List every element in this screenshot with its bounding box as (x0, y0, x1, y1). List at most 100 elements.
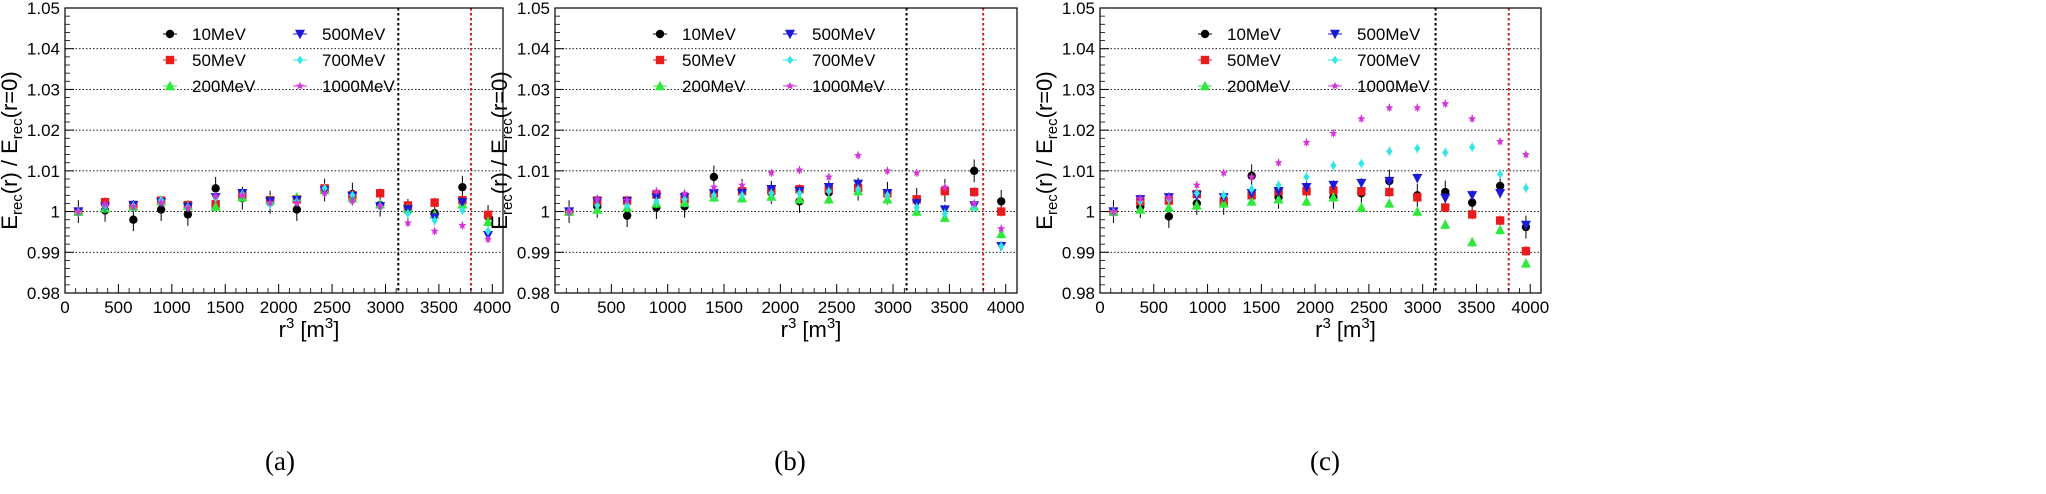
legend-marker-50MeV (165, 55, 175, 65)
legend-label-10MeV: 10MeV (192, 25, 247, 44)
data-point (738, 191, 746, 200)
data-point (183, 210, 193, 219)
legend-label-700MeV: 700MeV (322, 51, 386, 70)
data-point (404, 209, 412, 218)
data-point (1328, 180, 1339, 191)
data-point (796, 189, 803, 198)
data-point (211, 184, 220, 193)
data-point (376, 202, 385, 210)
y-axis-label: Erec(r) / Erec(r=0) (0, 71, 26, 229)
data-point (1442, 148, 1449, 157)
data-point (1385, 103, 1394, 112)
y-tick-label: 1 (1086, 203, 1095, 222)
legend-label-700MeV: 700MeV (1357, 51, 1421, 70)
data-point (431, 216, 438, 225)
legend-marker-700MeV (1331, 55, 1339, 65)
chart-panel-3: 0.98 0.99 1 1.01 1.02 1.03 1.04 1.05 0 500 1000 150… (1032, 0, 1549, 476)
data-point (1441, 203, 1450, 212)
x-tick-label: 0 (550, 298, 559, 317)
legend-marker-700MeV (296, 55, 304, 65)
data-point (1467, 210, 1477, 219)
y-axis-label-subscript: rec (9, 118, 26, 139)
panel-caption: (b) (774, 446, 805, 476)
data-point (795, 165, 804, 174)
x-tick-label: 500 (1140, 298, 1168, 317)
data-point (1413, 193, 1422, 202)
legend-marker-500MeV (785, 29, 795, 40)
data-point (1495, 189, 1506, 199)
x-axis-label-part: ] (1370, 317, 1376, 342)
x-tick-label: 3500 (1458, 298, 1496, 317)
data-point (1468, 114, 1477, 123)
series-500MeV (73, 185, 494, 241)
data-point (348, 196, 357, 205)
data-point (430, 198, 439, 207)
data-point (458, 221, 467, 229)
data-point (238, 191, 247, 199)
legend-label-50MeV: 50MeV (192, 51, 247, 70)
data-point (883, 166, 892, 175)
data-point (1356, 178, 1367, 189)
data-point (1522, 183, 1530, 193)
data-point (1135, 204, 1146, 214)
x-tick-label: 1500 (705, 298, 743, 317)
data-point (709, 182, 718, 191)
data-point (794, 194, 805, 204)
legend-label-500MeV: 500MeV (1357, 25, 1421, 44)
data-point (1467, 236, 1478, 247)
legend-label-700MeV: 700MeV (812, 51, 876, 70)
data-point (1440, 193, 1451, 204)
data-point (321, 184, 328, 193)
data-point (738, 180, 747, 189)
data-point (1109, 207, 1118, 215)
legend-marker-700MeV (786, 55, 794, 65)
plot-frame (64, 7, 504, 294)
data-point (653, 197, 660, 206)
legend-marker-200MeV (165, 80, 175, 91)
x-axis-label-superscript: 3 (788, 315, 796, 332)
y-tick-label: 0.99 (1062, 243, 1095, 262)
data-point (1412, 173, 1423, 184)
data-point (457, 198, 468, 208)
plot-frame (554, 7, 1018, 294)
panel-caption: (c) (1310, 446, 1340, 476)
data-point (1384, 176, 1395, 187)
data-point (1274, 158, 1283, 167)
data-point (1218, 198, 1229, 208)
data-point (680, 189, 689, 197)
data-point (484, 226, 492, 236)
data-point (1384, 198, 1395, 208)
y-axis-label-part: (r) / E (487, 139, 512, 194)
data-point (292, 205, 302, 214)
y-tick-label: 1.02 (1062, 121, 1095, 140)
legend: 10MeV 50MeV 200MeV 500MeV 700MeV 1000MeV (163, 25, 395, 96)
y-tick-label: 0.98 (27, 284, 60, 303)
data-point (1246, 196, 1257, 206)
legend-marker-10MeV (165, 29, 175, 39)
data-point (483, 216, 494, 226)
legend-label-200MeV: 200MeV (682, 77, 746, 96)
x-tick-label: 1500 (206, 298, 244, 317)
y-tick-label: 0.99 (517, 243, 550, 262)
legend-marker-10MeV (655, 29, 665, 39)
data-point (129, 215, 138, 224)
legend: 10MeV 50MeV 200MeV 500MeV 700MeV 1000MeV (1198, 25, 1430, 96)
x-tick-label: 3500 (930, 298, 968, 317)
data-point (1521, 150, 1530, 158)
y-axis-label-subscript: rec (1044, 194, 1061, 215)
legend-label-50MeV: 50MeV (682, 51, 737, 70)
y-tick-label: 1.02 (27, 121, 60, 140)
legend-label-200MeV: 200MeV (192, 77, 256, 96)
y-tick-label: 1.05 (517, 0, 550, 18)
y-tick-label: 1.01 (517, 162, 550, 181)
y-tick-label: 1 (541, 203, 550, 222)
data-point (156, 205, 166, 214)
y-tick-label: 1.05 (27, 0, 60, 18)
y-tick-label: 1.02 (517, 121, 550, 140)
data-point (1441, 99, 1450, 108)
y-tick-label: 1.01 (1062, 162, 1095, 181)
legend-marker-1000MeV (296, 81, 304, 90)
data-point (1301, 182, 1312, 193)
x-tick-label: 2000 (761, 298, 799, 317)
